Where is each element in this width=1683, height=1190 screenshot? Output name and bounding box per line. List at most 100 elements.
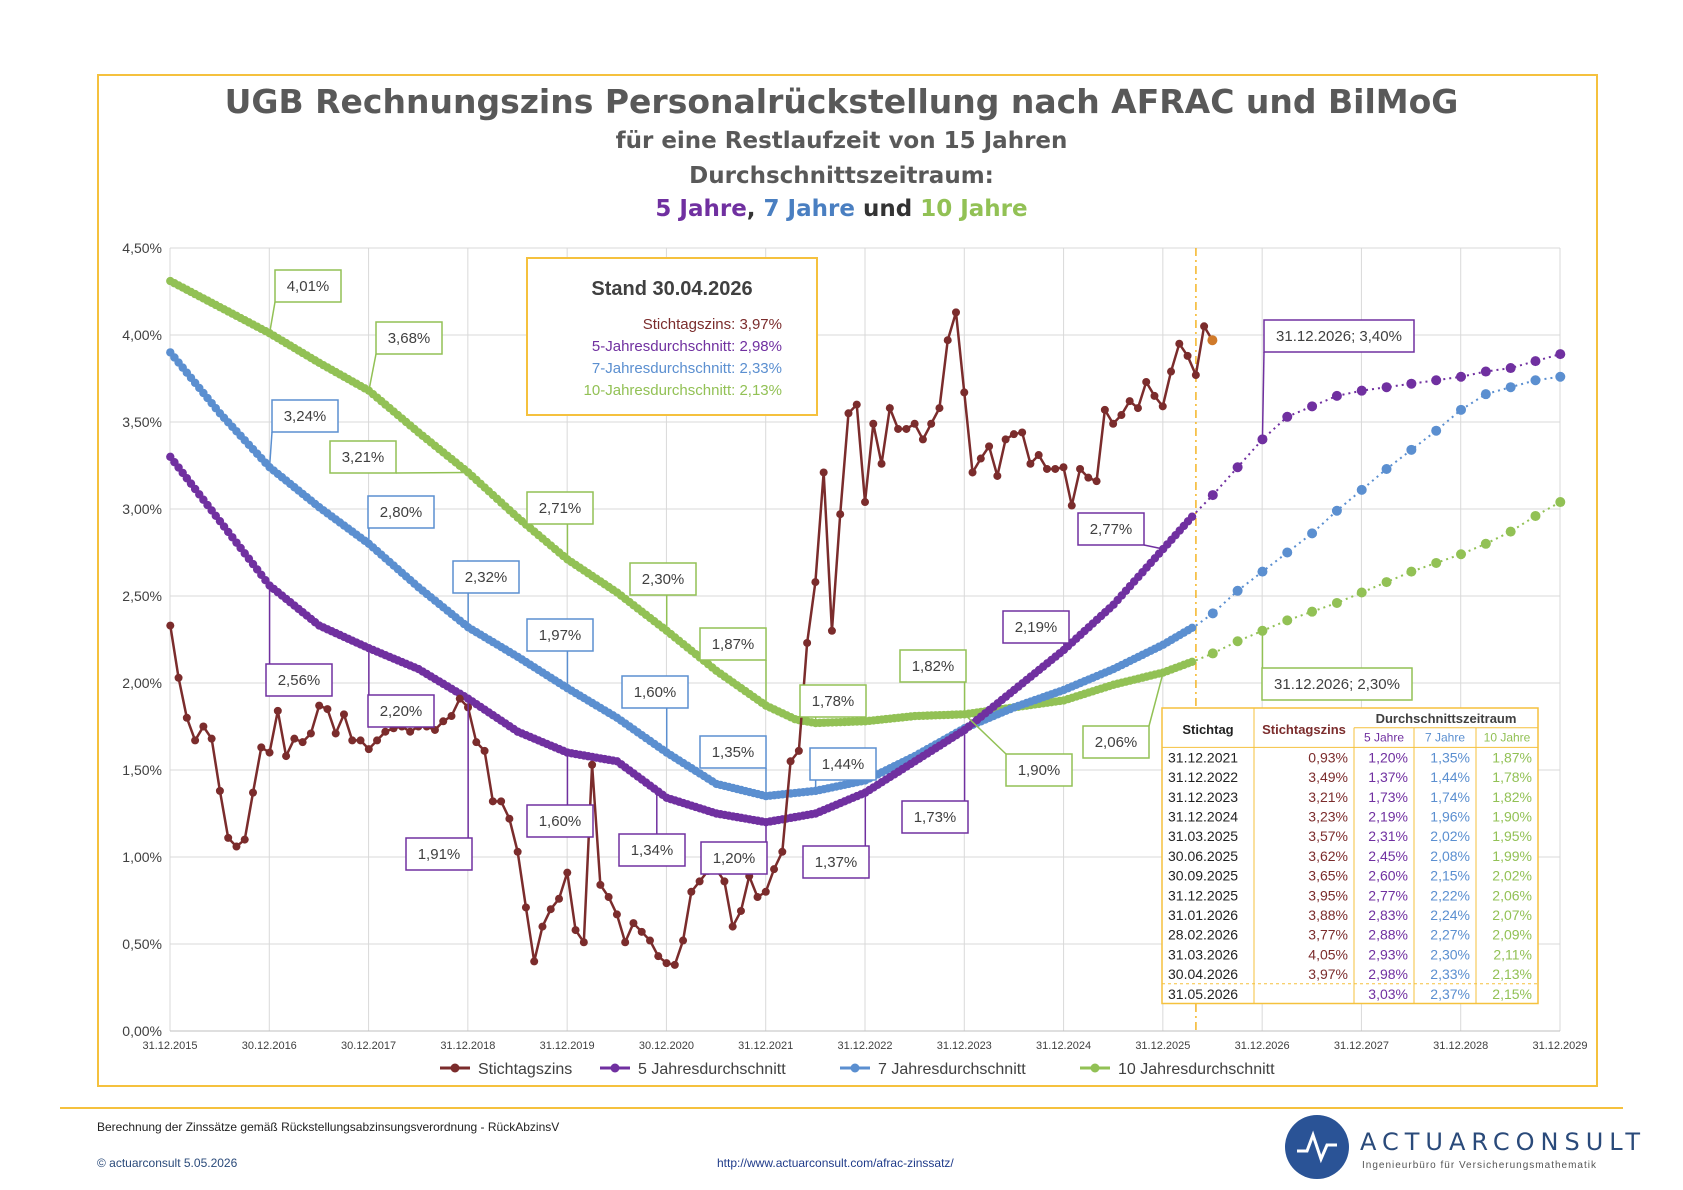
stichtag-point xyxy=(571,926,580,935)
callout-label: 2,30% xyxy=(642,571,685,588)
table-cell: 3,49% xyxy=(1308,769,1348,785)
stichtag-point xyxy=(257,743,266,752)
j5-forecast-point xyxy=(1356,385,1367,396)
table-cell: 3,65% xyxy=(1308,868,1348,884)
callout-label: 1,90% xyxy=(1018,762,1061,779)
table-cell: 31.01.2026 xyxy=(1168,907,1238,923)
legend-label: Stichtagszins xyxy=(478,1061,572,1078)
stichtag-point xyxy=(356,736,365,745)
table-cell: 2,11% xyxy=(1493,946,1532,962)
stichtag-point xyxy=(645,936,654,945)
j7-forecast-point xyxy=(1356,484,1367,495)
j10-forecast-point xyxy=(1207,648,1218,659)
callout-leader xyxy=(1148,672,1164,727)
chart-subtitle-3: 5 Jahre, 7 Jahre und 10 Jahre xyxy=(0,196,1683,222)
j7-forecast-point xyxy=(1381,463,1392,474)
stichtag-point xyxy=(662,959,671,968)
stichtag-point xyxy=(753,893,762,902)
stichtag-point xyxy=(695,877,704,886)
table-cell: 31.12.2025 xyxy=(1168,887,1238,903)
stichtag-point xyxy=(348,736,357,745)
logo-subtitle: Ingenieurbüro für Versicherungsmathemati… xyxy=(1362,1160,1597,1171)
stichtag-point xyxy=(199,722,208,731)
table-cell: 2,27% xyxy=(1430,927,1470,943)
j10-forecast-point xyxy=(1232,636,1243,647)
stichtag-point xyxy=(827,626,836,635)
x-tick-label: 31.12.2027 xyxy=(1334,1040,1389,1052)
y-tick-label: 2,00% xyxy=(122,675,162,691)
stichtag-point xyxy=(811,578,820,587)
stichtag-point xyxy=(993,471,1002,480)
stichtag-point xyxy=(1183,351,1192,360)
stand-box-line: 10-Jahresdurchschnitt: 2,13% xyxy=(584,382,782,399)
callout-box xyxy=(700,841,768,875)
table-cell: 3,77% xyxy=(1308,927,1348,943)
callout-leader xyxy=(1261,351,1265,440)
stichtag-point xyxy=(951,308,960,317)
footer-url-link[interactable]: http://www.actuarconsult.com/afrac-zinss… xyxy=(717,1156,954,1170)
table-cell: 2,83% xyxy=(1368,907,1408,923)
y-tick-label: 4,00% xyxy=(122,327,162,343)
stichtag-point xyxy=(497,797,506,806)
callout-label: 1,35% xyxy=(712,744,755,761)
table-cell: 2,08% xyxy=(1430,848,1470,864)
legend-label: 10 Jahresdurchschnitt xyxy=(1118,1061,1275,1078)
stichtag-point xyxy=(373,736,382,745)
j7-forecast-point xyxy=(1505,382,1516,393)
stichtag-point xyxy=(778,847,787,856)
j5-forecast-point xyxy=(1530,356,1541,367)
callout-label: 1,82% xyxy=(912,658,955,675)
callout-label: 1,20% xyxy=(713,850,756,867)
stichtag-point xyxy=(339,710,348,719)
j5-point xyxy=(1187,512,1197,521)
table-subheader: 5 Jahre xyxy=(1364,731,1404,745)
stichtag-point xyxy=(273,706,282,715)
title-10-jahre: 10 Jahre xyxy=(920,196,1028,222)
table-cell: 1,20% xyxy=(1368,749,1408,765)
table-cell: 2,06% xyxy=(1492,887,1532,903)
table-subheader: 7 Jahre xyxy=(1425,731,1465,745)
callout-leader xyxy=(395,471,469,474)
stichtag-point xyxy=(249,788,258,797)
table-cell: 3,21% xyxy=(1308,789,1348,805)
stichtag-point xyxy=(298,738,307,747)
j10-forecast-point xyxy=(1356,587,1367,598)
footer-note: Berechnung der Zinssätze gemäß Rückstell… xyxy=(97,1120,560,1134)
stichtag-point xyxy=(1042,464,1051,473)
stichtag-point xyxy=(265,748,274,757)
stichtag-point xyxy=(654,952,663,961)
legend-marker xyxy=(850,1063,860,1073)
table-cell: 30.09.2025 xyxy=(1168,868,1238,884)
stichtag-point xyxy=(720,877,729,886)
stichtag-point xyxy=(555,894,564,903)
stichtag-point xyxy=(852,400,861,409)
stichtag-point xyxy=(430,725,439,734)
callout-label: 3,24% xyxy=(284,408,327,425)
j7-forecast-point xyxy=(1480,389,1491,400)
table-cell: 31.12.2022 xyxy=(1168,769,1238,785)
stichtag-point xyxy=(1009,430,1018,439)
j7-forecast-point xyxy=(1530,375,1541,386)
j10-forecast-point xyxy=(1480,538,1491,549)
j10-forecast-point xyxy=(1331,597,1342,608)
callout-box xyxy=(802,845,870,879)
j5-forecast-point xyxy=(1232,462,1243,473)
stichtag-point xyxy=(861,498,870,507)
legend-marker xyxy=(450,1063,460,1073)
j5-forecast-point xyxy=(1456,371,1467,382)
table-cell: 30.06.2025 xyxy=(1168,848,1238,864)
title-5-jahre: 5 Jahre xyxy=(655,196,747,222)
stichtag-point xyxy=(836,510,845,519)
callout-box xyxy=(367,694,435,728)
stichtag-point xyxy=(488,797,497,806)
title-sep-1: , xyxy=(746,196,764,222)
title-7-jahre: 7 Jahre xyxy=(763,196,855,222)
table-header-group: Durchschnittszeitraum xyxy=(1376,711,1517,726)
stichtag-point xyxy=(315,701,324,710)
callout-label: 1,97% xyxy=(539,627,582,644)
table-cell: 31.03.2026 xyxy=(1168,946,1238,962)
table-cell: 1,95% xyxy=(1492,828,1532,844)
j5-forecast-point xyxy=(1282,411,1293,422)
stichtag-point xyxy=(910,419,919,428)
stichtag-point xyxy=(521,903,530,912)
